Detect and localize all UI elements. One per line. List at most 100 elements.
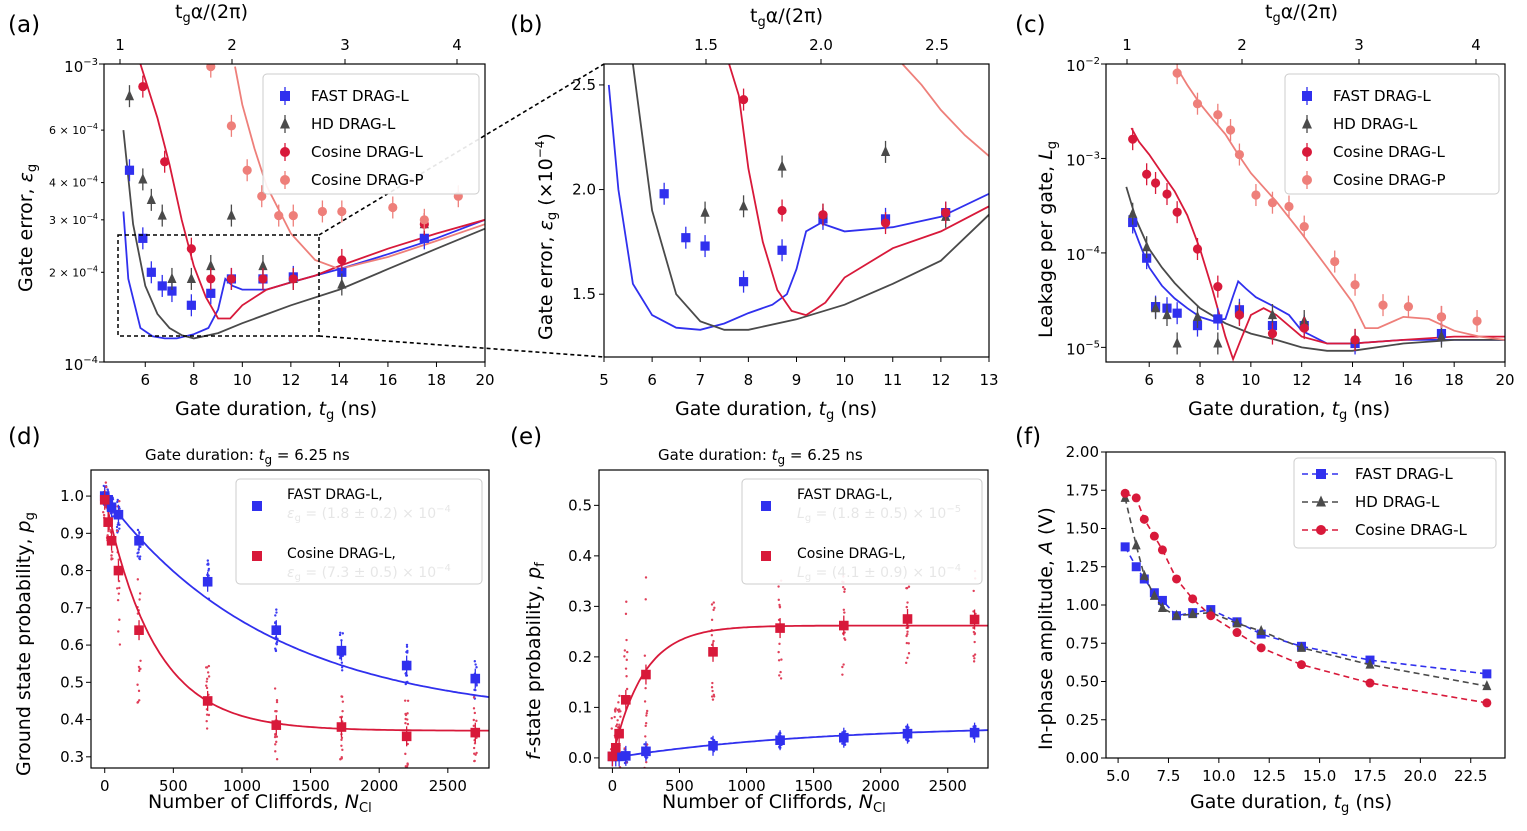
shot-dot-cosine-drag-l-d [117, 630, 120, 633]
shot-dot-cosine-drag-l-d [102, 513, 106, 517]
data-point-fast-drag-l-b [777, 245, 787, 255]
shot-dot-fast-drag-l-d [136, 528, 140, 532]
shot-dot-cosine-drag-l-d [340, 736, 344, 740]
shot-dot-cosine-drag-l-e [625, 638, 628, 642]
legend-label-cosine-drag-p-c: Cosine DRAG-P [1333, 171, 1446, 189]
shot-dot-cosine-drag-l-d [118, 643, 122, 646]
shot-dot-cosine-drag-l-e [973, 632, 976, 636]
data-point-cosine-drag-l-c [1128, 134, 1138, 144]
x-tick-label-d: 0 [100, 777, 110, 795]
shot-dot-cosine-drag-l-d [102, 510, 105, 514]
y-axis-label-a: Gate error, εg [15, 164, 40, 292]
data-point-cosine-drag-p-a [419, 215, 429, 225]
shot-dot-cosine-drag-l-e [616, 719, 619, 722]
shot-dot-cosine-drag-l-d [340, 738, 343, 742]
y-tick-label-a: 10−3 [64, 57, 98, 76]
data-point-cosine-drag-l-b [738, 94, 749, 105]
y-tick-label-d: 0.7 [60, 599, 84, 617]
shot-dot-cosine-drag-l-e [614, 710, 617, 713]
panel-label-b: (b) [510, 12, 543, 38]
shot-dot-cosine-drag-l-e [778, 674, 781, 677]
mean-point-cosine-drag-l-e [708, 647, 718, 657]
shot-dot-cosine-drag-l-e [710, 695, 714, 698]
shot-dot-cosine-drag-l-d [138, 667, 141, 671]
shot-dot-fast-drag-l-d [136, 555, 139, 558]
x-tick-label-a: 8 [189, 371, 199, 389]
shot-dot-cosine-drag-l-d [207, 713, 211, 717]
shot-dot-cosine-drag-l-e [972, 654, 975, 658]
shot-dot-fast-drag-l-d [340, 669, 344, 672]
data-point-cosine-drag-p-a [288, 210, 298, 221]
legend-marker-fast-d [252, 501, 262, 511]
data-point-cosine-drag-l-f [1139, 514, 1149, 524]
shot-dot-cosine-drag-l-d [138, 669, 141, 673]
data-point-fast-drag-l-a [186, 300, 196, 310]
top-tick-label-a: 2 [227, 36, 237, 54]
plot-area-f [1120, 488, 1492, 708]
mean-point-fast-drag-l-e [902, 728, 913, 739]
shot-dot-fast-drag-l-d [275, 608, 278, 611]
shot-dot-fast-drag-l-d [473, 660, 477, 663]
shot-dot-cosine-drag-l-e [645, 760, 648, 764]
data-point-cosine-drag-p-c [1350, 280, 1360, 290]
y-tick-label-a: 6 × 10−4 [49, 122, 98, 137]
shot-dot-fast-drag-l-d [405, 643, 409, 647]
shot-dot-cosine-drag-l-e [644, 773, 646, 775]
shot-dot-cosine-drag-l-d [204, 684, 208, 687]
y-tick-label-e: 0.0 [568, 749, 592, 767]
legend-marker-cos-d [252, 551, 262, 561]
shot-dot-cosine-drag-l-d [118, 618, 121, 621]
mean-point-fast-drag-l-d [336, 645, 347, 656]
shot-dot-cosine-drag-l-e [907, 585, 911, 588]
x-tick-label-f: 15.0 [1303, 767, 1336, 785]
shot-dot-cosine-drag-l-d [473, 759, 476, 763]
fit-line-hd-drag-l-b [632, 64, 989, 331]
y-tick-label-e: 0.4 [568, 547, 592, 565]
panel-label-a: (a) [8, 12, 40, 38]
shot-dot-cosine-drag-l-d [207, 664, 211, 668]
mean-point-cosine-drag-l-e [969, 614, 980, 625]
shot-dot-cosine-drag-l-e [841, 673, 844, 676]
x-tick-label-a: 6 [140, 371, 150, 389]
panel-label-f: (f) [1015, 424, 1041, 450]
legend-marker-hd-drag-l-f [1316, 495, 1326, 507]
data-point-cosine-drag-l-c [1267, 328, 1278, 339]
x-tick-label-a: 12 [281, 371, 300, 389]
data-point-hd-drag-l-b [777, 160, 787, 171]
legend-d-cos-name: Cosine DRAG-L, [287, 546, 396, 562]
data-point-fast-drag-l-b [681, 233, 691, 243]
shot-dot-cosine-drag-l-e [905, 641, 909, 645]
shot-dot-cosine-drag-l-d [275, 700, 279, 704]
x-tick-label-b: 8 [744, 371, 754, 389]
y-tick-label-b: 2.0 [572, 181, 596, 199]
shot-dot-cosine-drag-l-d [472, 707, 476, 710]
shot-dot-cosine-drag-l-d [137, 665, 141, 669]
x-tick-label-b: 7 [695, 371, 705, 389]
axes-frame-c [1105, 63, 1506, 363]
y-tick-label-f: 1.75 [1066, 481, 1099, 499]
data-point-cosine-drag-l-f [1157, 545, 1167, 555]
shot-dot-cosine-drag-l-d [138, 699, 141, 702]
shot-dot-fast-drag-l-d [206, 559, 210, 562]
data-point-cosine-drag-p-c [1403, 302, 1414, 312]
shot-dot-cosine-drag-l-d [110, 554, 113, 557]
shot-dot-fast-drag-l-d [116, 500, 119, 504]
mean-point-fast-drag-l-e [614, 751, 624, 762]
shot-dot-cosine-drag-l-e [618, 708, 621, 711]
shot-dot-cosine-drag-l-d [475, 719, 478, 723]
y-tick-label-f: 0.50 [1066, 673, 1099, 691]
data-point-cosine-drag-l-a [258, 274, 268, 284]
shot-dot-cosine-drag-l-e [973, 653, 977, 656]
y-tick-label-d: 0.5 [60, 673, 84, 691]
shot-dot-cosine-drag-l-e [843, 588, 846, 591]
shot-dot-fast-drag-l-d [207, 569, 210, 572]
shot-dot-cosine-drag-l-e [646, 770, 648, 772]
data-point-cosine-drag-l-a [160, 157, 170, 167]
shot-dot-cosine-drag-l-e [610, 727, 613, 730]
data-point-hd-drag-l-f [1131, 539, 1141, 550]
shot-dot-cosine-drag-l-d [136, 578, 140, 581]
y-axis-label-d: Ground state probability, pg [13, 512, 38, 776]
data-point-cosine-drag-p-a [257, 191, 267, 201]
shot-dot-fast-drag-l-d [340, 666, 344, 669]
